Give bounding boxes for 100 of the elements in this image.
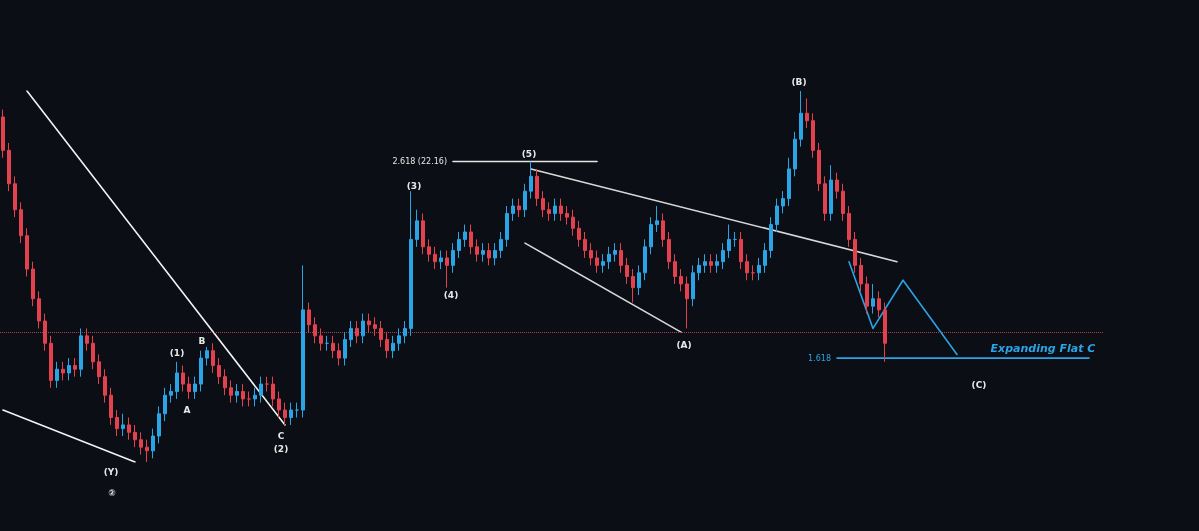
candlestick [409, 190, 413, 337]
annotation: (A) [676, 340, 692, 350]
candlestick [835, 172, 839, 200]
candlestick [73, 357, 77, 378]
candlestick [517, 198, 521, 218]
candlestick [529, 160, 533, 200]
candlestick [211, 342, 215, 374]
candlestick [493, 242, 497, 266]
candlestick [421, 212, 425, 255]
candlestick [1, 109, 5, 159]
candlestick [565, 205, 569, 226]
candlestick [331, 335, 335, 359]
candlestick [523, 183, 527, 218]
candlestick [577, 220, 581, 248]
candlestick [511, 198, 515, 222]
candlestick [667, 231, 671, 270]
candlestick [241, 383, 245, 407]
candlestick [721, 242, 725, 270]
candlestick [7, 142, 11, 192]
annotation: (C) [971, 380, 987, 390]
candlestick [631, 268, 635, 303]
candlestick [583, 231, 587, 259]
candlestick [829, 164, 833, 222]
candlestick [115, 409, 119, 437]
candlestick [205, 346, 209, 367]
annotation: (1) [169, 348, 185, 358]
candlestick [433, 246, 437, 270]
candlestick [799, 90, 803, 148]
candlestick [847, 205, 851, 248]
candlestick [301, 264, 305, 418]
candlestick [121, 413, 125, 437]
candlestick [55, 361, 59, 389]
candlestick [163, 387, 167, 422]
candlestick [13, 175, 17, 218]
candlestick [217, 357, 221, 385]
candlestick [265, 376, 269, 393]
candlestick [427, 238, 431, 263]
candlestick [469, 224, 473, 255]
candlestick [349, 320, 353, 348]
candlestick [19, 201, 23, 244]
candlestick [877, 290, 881, 318]
text: (B) [791, 77, 807, 87]
candlestick [595, 250, 599, 274]
candlestick [313, 316, 317, 344]
candlestick [175, 361, 179, 400]
candlestick [883, 301, 887, 363]
candlestick [505, 205, 509, 248]
text: (Y) [103, 467, 119, 477]
candlestick [235, 383, 239, 404]
candlestick [763, 242, 767, 274]
candlestick [841, 183, 845, 222]
candlestick [673, 253, 677, 285]
candlestick [703, 253, 707, 274]
candlestick [541, 190, 545, 218]
candlestick [283, 402, 287, 426]
candlestick [247, 391, 251, 407]
candlestick [871, 283, 875, 315]
candlestick [391, 335, 395, 359]
candlestick [655, 205, 659, 233]
candlestick [355, 320, 359, 344]
candlestick [781, 190, 785, 214]
text: ② [108, 488, 116, 498]
candlestick [343, 331, 347, 367]
series-label: 1.618 [808, 353, 831, 363]
candlestick [811, 112, 815, 159]
annotation: Expanding Flat C [990, 341, 1096, 355]
candlestick [97, 353, 101, 385]
candlestick [817, 142, 821, 192]
annotation: (3) [406, 181, 422, 191]
candlestick [307, 301, 311, 333]
candlestick [463, 224, 467, 248]
candlestick [823, 175, 827, 222]
candlestick [691, 264, 695, 307]
candlestick [559, 198, 563, 222]
candlestick [157, 405, 161, 444]
candlestick [49, 335, 53, 389]
candlestick [649, 216, 653, 255]
candlestick [571, 209, 575, 237]
annotation: (4) [443, 290, 459, 300]
candlestick [151, 428, 155, 459]
candlestick [145, 439, 149, 463]
candlestick [367, 313, 371, 333]
candlestick [25, 227, 29, 277]
candlestick [451, 242, 455, 274]
candlestick [373, 316, 377, 337]
candlestick [229, 379, 233, 404]
candlestick [109, 387, 113, 426]
candlestick [91, 335, 95, 370]
candlestick [259, 376, 263, 404]
candlestick [613, 242, 617, 263]
candlestick [337, 342, 341, 367]
annotation: A [183, 405, 191, 415]
candlestick [181, 365, 185, 393]
candlestick [403, 320, 407, 344]
candlestick [103, 368, 107, 404]
candlestick [625, 257, 629, 285]
candlestick [643, 238, 647, 281]
candlestick [325, 335, 329, 352]
candlestick [61, 361, 65, 381]
candlestick [133, 424, 137, 448]
